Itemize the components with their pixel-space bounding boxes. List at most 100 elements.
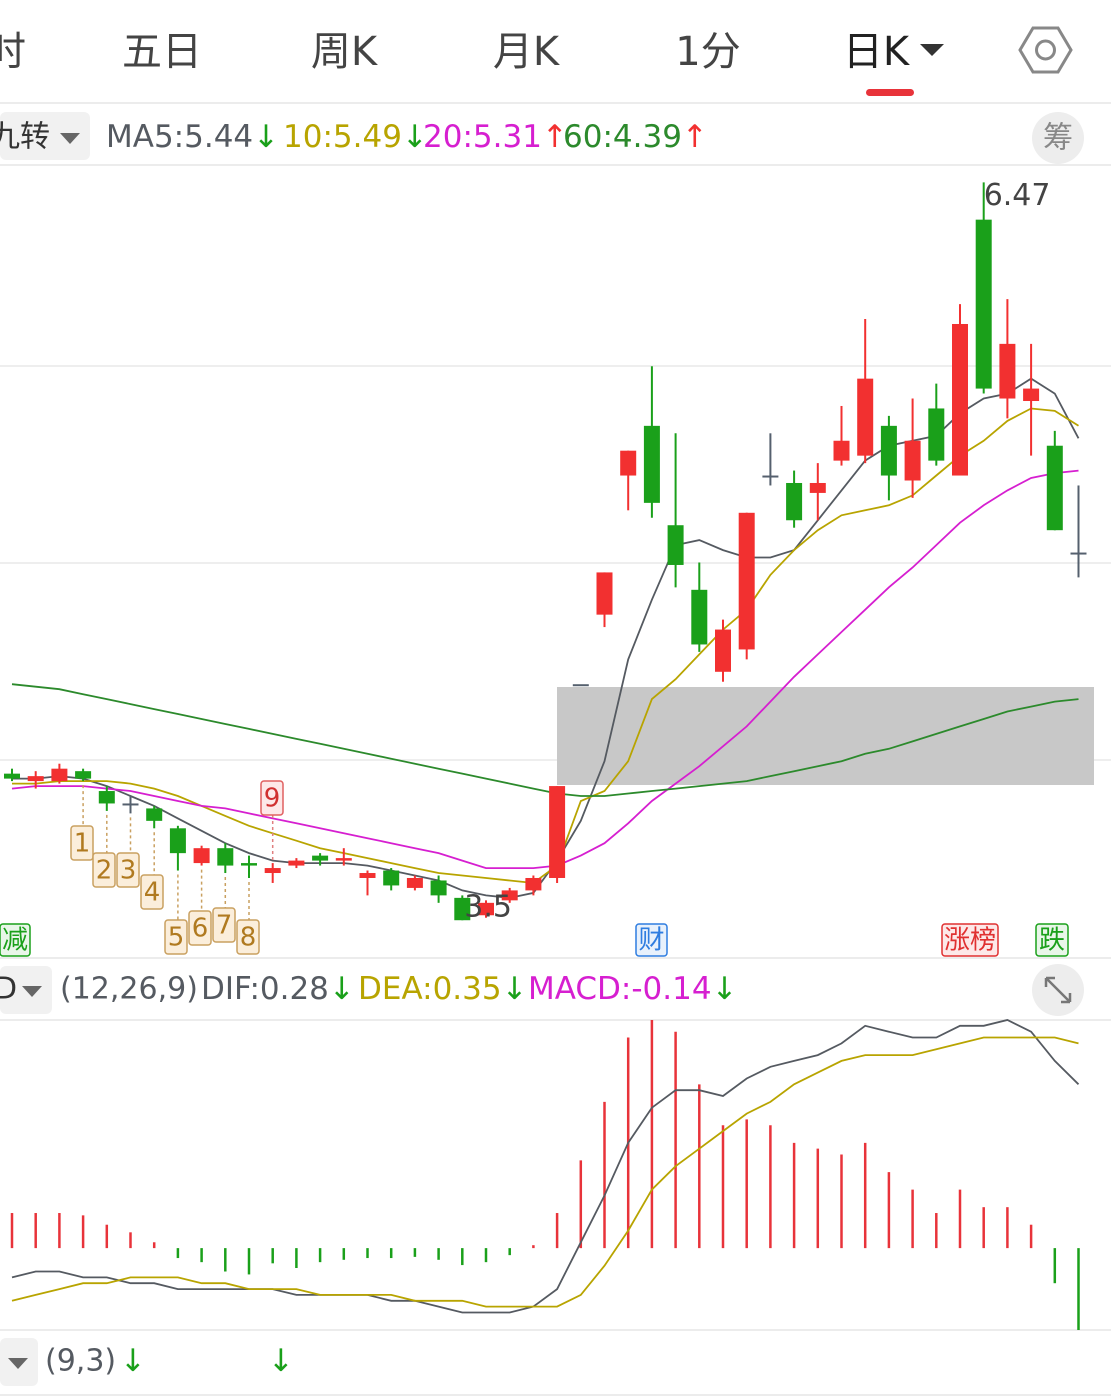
candle-body: [999, 343, 1016, 399]
settings-icon: [1018, 26, 1073, 74]
candle-body: [786, 482, 803, 521]
expand-button[interactable]: [1032, 964, 1084, 1016]
candle-body: [430, 880, 447, 896]
candle-body: [241, 863, 257, 866]
tab[interactable]: 1分: [675, 29, 740, 75]
nine-turn-number: 3: [120, 856, 137, 886]
candle-body: [75, 771, 92, 779]
candle-body: [288, 860, 305, 866]
event-badge-label: 减: [2, 926, 28, 956]
candle-body: [359, 873, 376, 878]
legend-label: ↓: [268, 1343, 294, 1379]
candle-body: [857, 378, 874, 456]
event-badge-label: 跌: [1039, 926, 1065, 956]
indicator-params: (12,26,9): [60, 972, 198, 1007]
event-badge[interactable]: [941, 923, 999, 957]
event-badge[interactable]: [635, 923, 668, 957]
candle-body: [27, 776, 44, 782]
active-tab-underline: [866, 89, 914, 96]
candle-body: [312, 855, 329, 861]
nine-turn-number: 9: [264, 784, 281, 814]
tab[interactable]: 月K: [493, 29, 561, 75]
candle-body: [904, 440, 921, 481]
legend-arrow: ↓: [268, 1343, 294, 1379]
tab[interactable]: 周K: [311, 29, 379, 75]
settings-button[interactable]: [1018, 26, 1073, 74]
legend-label: MA5:5.44↓: [106, 119, 279, 155]
ma-line: [12, 407, 1079, 884]
chip-button[interactable]: [1032, 112, 1084, 164]
legend-value: 20:5.31: [423, 119, 542, 155]
nine-turn-box: [164, 919, 188, 955]
tab[interactable]: 日K: [843, 29, 911, 75]
dropdown-arrow: [22, 986, 42, 997]
candle-body: [335, 858, 352, 861]
candle-body: [406, 877, 423, 888]
macd-line: [11, 1036, 1079, 1308]
candle-body: [691, 589, 708, 645]
dropdown-arrow: [60, 133, 80, 144]
legend-arrow: ↑: [682, 119, 708, 155]
candle-body: [975, 219, 992, 389]
candle-body: [193, 848, 210, 864]
nine-turn-number: 2: [96, 856, 113, 886]
event-badge-label: 财: [638, 926, 664, 956]
legend-value: 60:4.39: [563, 119, 682, 155]
legend-label: ↓: [120, 1343, 146, 1379]
nine-turn-number: 5: [168, 923, 185, 953]
candle-body: [952, 323, 968, 476]
legend-label: 10:5.49↓: [283, 119, 428, 155]
candle-body: [122, 803, 139, 806]
candle-body: [643, 425, 660, 503]
ma-line: [11, 469, 1079, 869]
nine-turn-box: [260, 780, 284, 816]
nine-turn-box: [92, 852, 116, 888]
legend-label: 20:5.31↑: [423, 119, 568, 155]
nine-turn-box: [140, 874, 164, 910]
low-price-label: 3.5: [464, 890, 512, 925]
indicator-name: D: [0, 972, 17, 1007]
event-badge[interactable]: [1035, 923, 1069, 957]
candle-body: [1023, 388, 1040, 402]
chip-button-label: 筹: [1043, 121, 1073, 156]
candle-body: [715, 629, 731, 672]
legend-value: MA5:5.44: [106, 119, 253, 155]
nine-turn-box: [116, 852, 140, 888]
nine-turn-number: 6: [192, 914, 209, 944]
candle-body: [501, 890, 518, 901]
legend-arrow: ↓: [253, 119, 279, 155]
legend-value: 10:5.49: [283, 119, 402, 155]
macd-line: [11, 1019, 1080, 1314]
legend-arrow: ↓: [502, 971, 528, 1007]
candle-body: [667, 525, 684, 565]
legend-arrow: ↓: [329, 971, 355, 1007]
candle-body: [620, 450, 637, 476]
candle-body: [1070, 552, 1087, 555]
nine-turn-box: [70, 825, 94, 861]
candle-body: [809, 482, 826, 493]
legend-arrow: ↓: [120, 1343, 146, 1379]
nine-turn-number: 7: [216, 911, 233, 941]
candle-body: [146, 808, 163, 821]
nine-turn-number: 8: [240, 923, 257, 953]
legend-label: MACD:-0.14↓: [528, 971, 738, 1007]
legend-value: DEA:0.35: [358, 971, 502, 1007]
legend-value: DIF:0.28: [201, 971, 329, 1007]
candle-body: [596, 572, 613, 615]
event-badge[interactable]: [0, 923, 31, 957]
candle-body: [762, 475, 779, 478]
candle-body: [478, 902, 494, 916]
nine-turn-box: [212, 907, 236, 943]
tab[interactable]: 时: [0, 29, 26, 75]
event-badge-label: 涨榜: [944, 926, 996, 956]
indicator-select[interactable]: [0, 112, 90, 160]
ma-line: [12, 377, 1080, 899]
legend-arrow: ↑: [542, 119, 568, 155]
gap-zone: [557, 687, 1094, 785]
candle-body: [928, 408, 945, 461]
candle-body: [525, 877, 542, 891]
nine-turn-box: [188, 910, 212, 946]
legend-value: MACD:-0.14: [528, 971, 712, 1007]
tab[interactable]: 五日: [122, 29, 202, 75]
